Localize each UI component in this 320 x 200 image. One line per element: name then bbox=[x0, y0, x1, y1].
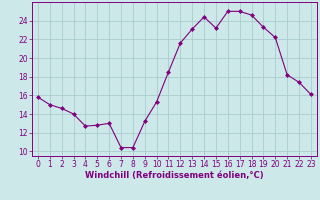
X-axis label: Windchill (Refroidissement éolien,°C): Windchill (Refroidissement éolien,°C) bbox=[85, 171, 264, 180]
